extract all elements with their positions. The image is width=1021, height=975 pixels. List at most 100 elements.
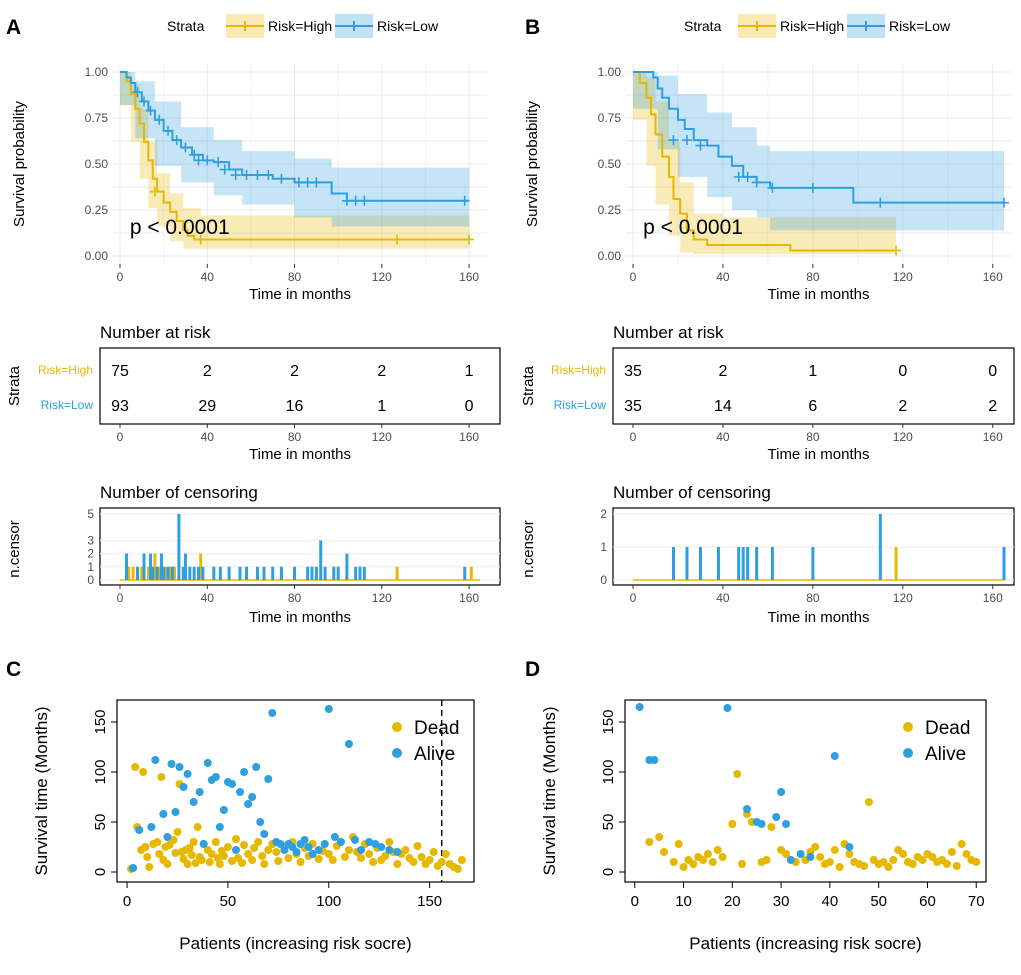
y-axis-label: Survival time (Months) — [540, 706, 559, 875]
censor-mark — [163, 125, 173, 136]
dead-point — [155, 850, 164, 858]
censor-title-b: Number of censoring — [613, 483, 771, 502]
censor-title-a: Number of censoring — [100, 483, 258, 502]
dead-point — [762, 856, 771, 864]
censor-mark — [668, 135, 679, 146]
censor-bar — [170, 566, 174, 580]
alive-point — [248, 793, 257, 801]
censor-mark — [464, 234, 475, 245]
dead-point — [899, 850, 908, 858]
x-tick-label: 40 — [201, 270, 215, 284]
y-tick-label: 2 — [600, 507, 607, 521]
censor-bar — [811, 547, 815, 580]
x-axis-label: Time in months — [768, 286, 870, 303]
dead-point — [401, 846, 410, 854]
dead-point — [131, 763, 140, 771]
censor-ylab-a: n.censor — [6, 520, 23, 578]
alive-point — [244, 800, 253, 808]
censor-mark — [276, 173, 287, 184]
x-tick-label: 100 — [316, 893, 341, 910]
censor-bar — [181, 566, 185, 580]
censor-bar — [395, 566, 399, 580]
legend-dead-dot — [392, 722, 402, 732]
censor-bar — [279, 566, 283, 580]
censor-mark — [350, 195, 361, 206]
legend-a: Strata Risk=High Risk=Low — [167, 14, 439, 38]
x-tick-label: 50 — [220, 893, 237, 910]
alive-point — [260, 830, 269, 838]
dead-point — [728, 820, 737, 828]
censor-bar — [135, 566, 139, 580]
censor-bar — [168, 566, 172, 580]
alive-point — [777, 788, 786, 796]
dead-point — [689, 860, 698, 868]
dead-point — [972, 858, 981, 866]
censor-bar — [131, 566, 135, 580]
dead-point — [733, 770, 742, 778]
dead-point — [781, 850, 790, 858]
censor-mark — [132, 87, 143, 98]
dead-point — [207, 850, 216, 858]
scatter-frame — [624, 699, 987, 883]
dead-point — [381, 852, 390, 860]
alive-point — [351, 836, 359, 844]
dead-point — [453, 865, 462, 873]
x-tick-label: 0 — [631, 893, 639, 910]
alive-point — [203, 759, 212, 767]
censor-bar — [173, 566, 177, 580]
censor-bar — [362, 566, 366, 580]
censor-bar — [218, 566, 222, 580]
censor-bar — [227, 566, 231, 580]
y-tick-label: 0.50 — [598, 157, 622, 171]
dead-point — [244, 850, 253, 858]
dead-point — [679, 863, 688, 871]
dead-point — [825, 858, 834, 866]
dead-point — [163, 860, 172, 868]
legend-label-high: Risk=High — [268, 18, 332, 34]
censor-bar — [894, 547, 898, 580]
censor-mark — [180, 142, 191, 153]
x-tick-label: 40 — [716, 270, 730, 284]
ci-band-low — [120, 72, 470, 227]
risk-ylab-b: Strata — [520, 365, 537, 406]
x-axis-label: Time in months — [768, 446, 870, 463]
censor-bar — [183, 553, 187, 580]
y-tick-label: 3 — [87, 533, 94, 547]
alive-point — [268, 709, 277, 717]
censor-bar — [671, 547, 675, 580]
dead-point — [655, 833, 664, 841]
dead-point — [767, 823, 776, 831]
alive-point — [195, 788, 204, 796]
dead-point — [457, 856, 466, 864]
censor-bar — [199, 553, 203, 580]
alive-point — [344, 740, 353, 748]
risk-count: 16 — [286, 398, 304, 415]
alive-point — [723, 704, 732, 712]
alive-point — [314, 846, 323, 854]
risk-table-b: 35 2 1 0 0 35 14 6 2 2 0 40 80 120 160 Time in months — [612, 347, 1015, 463]
alive-point — [211, 773, 220, 781]
x-axis-label: Time in months — [249, 286, 351, 303]
alive-point — [300, 836, 309, 844]
x-tick-label: 10 — [675, 893, 692, 910]
legend-label-low: Risk=Low — [889, 18, 951, 34]
censor-bar — [354, 566, 358, 580]
censor-bar — [306, 566, 310, 580]
x-tick-label: 40 — [201, 591, 215, 605]
legend-dead-label: Dead — [414, 718, 459, 739]
dead-point — [889, 856, 898, 864]
y-tick-label: 1 — [600, 540, 607, 554]
dead-point — [942, 860, 951, 868]
alive-point — [324, 705, 333, 713]
y-tick-label: 0.50 — [85, 157, 109, 171]
dead-point — [845, 850, 854, 858]
censor-bar — [151, 566, 155, 580]
alive-point — [385, 846, 394, 854]
alive-point — [365, 838, 374, 846]
x-tick-label: 0 — [117, 591, 124, 605]
censor-bar — [345, 553, 349, 580]
censor-bar — [140, 566, 144, 580]
legend-alive-dot — [392, 748, 402, 758]
x-tick-label: 40 — [201, 430, 215, 444]
censor-mark — [807, 182, 818, 193]
